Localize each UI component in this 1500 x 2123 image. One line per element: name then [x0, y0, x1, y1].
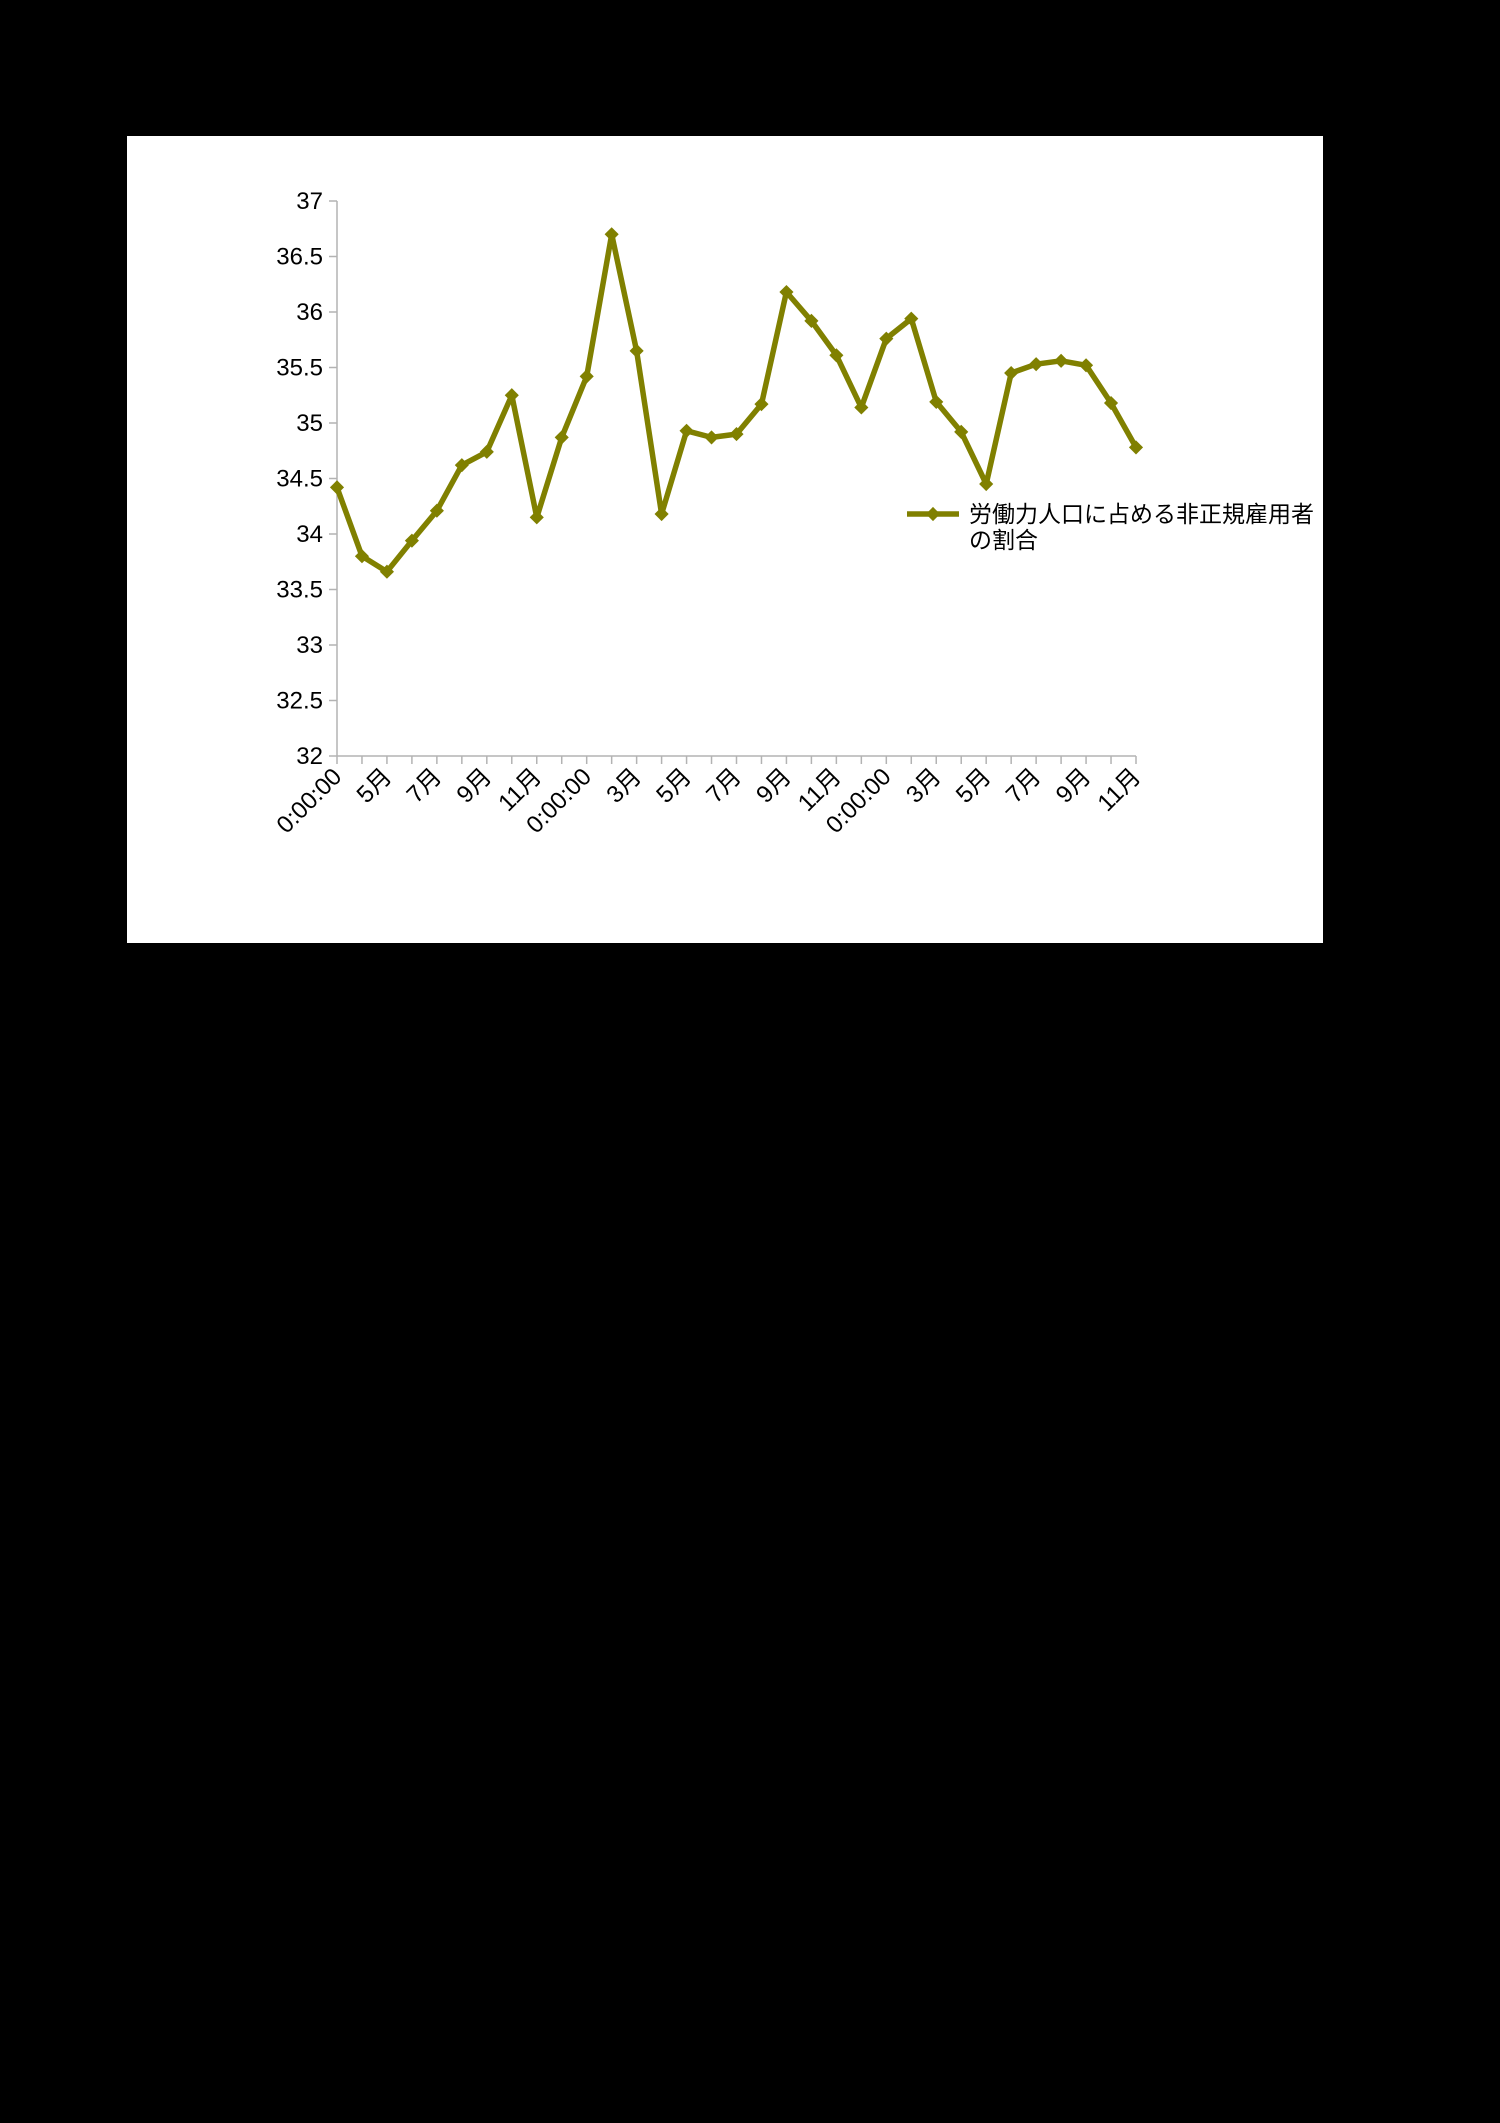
x-tick-label: 0:00:00	[272, 763, 348, 839]
x-tick-label: 9月	[1051, 763, 1097, 809]
x-tick-label: 5月	[651, 763, 697, 809]
data-point	[629, 343, 644, 358]
y-tick-label: 34	[296, 521, 323, 548]
chart-panel: 32 32.5 33 33.5 34 34.5 35 35.5 36 36.5 37 0:00:00…	[127, 136, 1323, 943]
data-point	[554, 430, 569, 445]
y-tick-label: 37	[296, 188, 323, 215]
data-point	[1004, 365, 1019, 381]
x-tick-label: 5月	[352, 763, 398, 809]
data-point	[804, 313, 819, 328]
x-tick-label: 5月	[951, 763, 997, 809]
data-point	[504, 388, 519, 403]
data-point	[929, 394, 944, 409]
data-point	[854, 400, 869, 415]
data-point	[354, 549, 370, 564]
data-point	[604, 227, 619, 242]
legend-marker-swatch	[925, 506, 941, 522]
legend: 労働力人口に占める非正規雇用者 の割合	[907, 502, 1321, 554]
data-point	[429, 503, 444, 518]
data-point	[954, 424, 969, 439]
y-tick-label: 35	[296, 410, 323, 437]
line-chart: 32 32.5 33 33.5 34 34.5 35 35.5 36 36.5 37 0:00:00…	[272, 188, 1321, 839]
data-point	[1078, 358, 1094, 373]
data-point	[479, 444, 494, 459]
y-tick-label: 35.5	[276, 355, 323, 382]
legend-label-line-1: 労働力人口に占める非正規雇用者	[969, 502, 1314, 528]
data-point	[754, 397, 769, 412]
data-point	[1054, 353, 1069, 368]
y-tick-label: 33.5	[276, 577, 323, 604]
data-point	[654, 506, 669, 522]
x-tick-label: 7月	[402, 763, 448, 809]
legend-label-line-2: の割合	[969, 528, 1038, 554]
y-tick-label: 33	[296, 632, 323, 659]
y-tick-label: 32	[296, 743, 323, 770]
y-tick-label: 34.5	[276, 466, 323, 493]
x-tick-label: 7月	[701, 763, 747, 809]
y-tick-label: 32.5	[276, 688, 323, 715]
data-point	[779, 284, 794, 300]
x-tick-label: 9月	[751, 763, 797, 809]
data-point	[829, 348, 844, 363]
data-point	[329, 480, 345, 495]
x-tick-label: 3月	[901, 763, 947, 809]
x-tick-label: 7月	[1001, 763, 1047, 809]
data-point	[454, 458, 469, 473]
y-tick-label: 36	[296, 299, 323, 326]
y-tick-label: 36.5	[276, 244, 323, 271]
data-point	[879, 331, 894, 346]
series-group	[329, 227, 1144, 579]
data-point	[379, 564, 395, 579]
x-tick-label: 3月	[601, 763, 647, 809]
data-point	[729, 427, 744, 442]
data-point	[1029, 357, 1044, 372]
data-point	[704, 430, 719, 445]
data-point	[679, 423, 694, 438]
data-point	[579, 369, 594, 384]
legend-label: 労働力人口に占める非正規雇用者 の割合	[969, 502, 1321, 554]
x-tick-label: 9月	[452, 763, 498, 809]
data-point	[404, 533, 419, 548]
data-point	[1103, 395, 1119, 411]
x-tick-label: 11月	[1093, 763, 1147, 817]
data-point	[904, 311, 919, 326]
y-axis-ticks: 32 32.5 33 33.5 34 34.5 35 35.5 36 36.5 37	[276, 188, 337, 770]
data-point	[979, 476, 994, 492]
data-point	[1128, 440, 1144, 455]
data-point	[529, 510, 544, 525]
